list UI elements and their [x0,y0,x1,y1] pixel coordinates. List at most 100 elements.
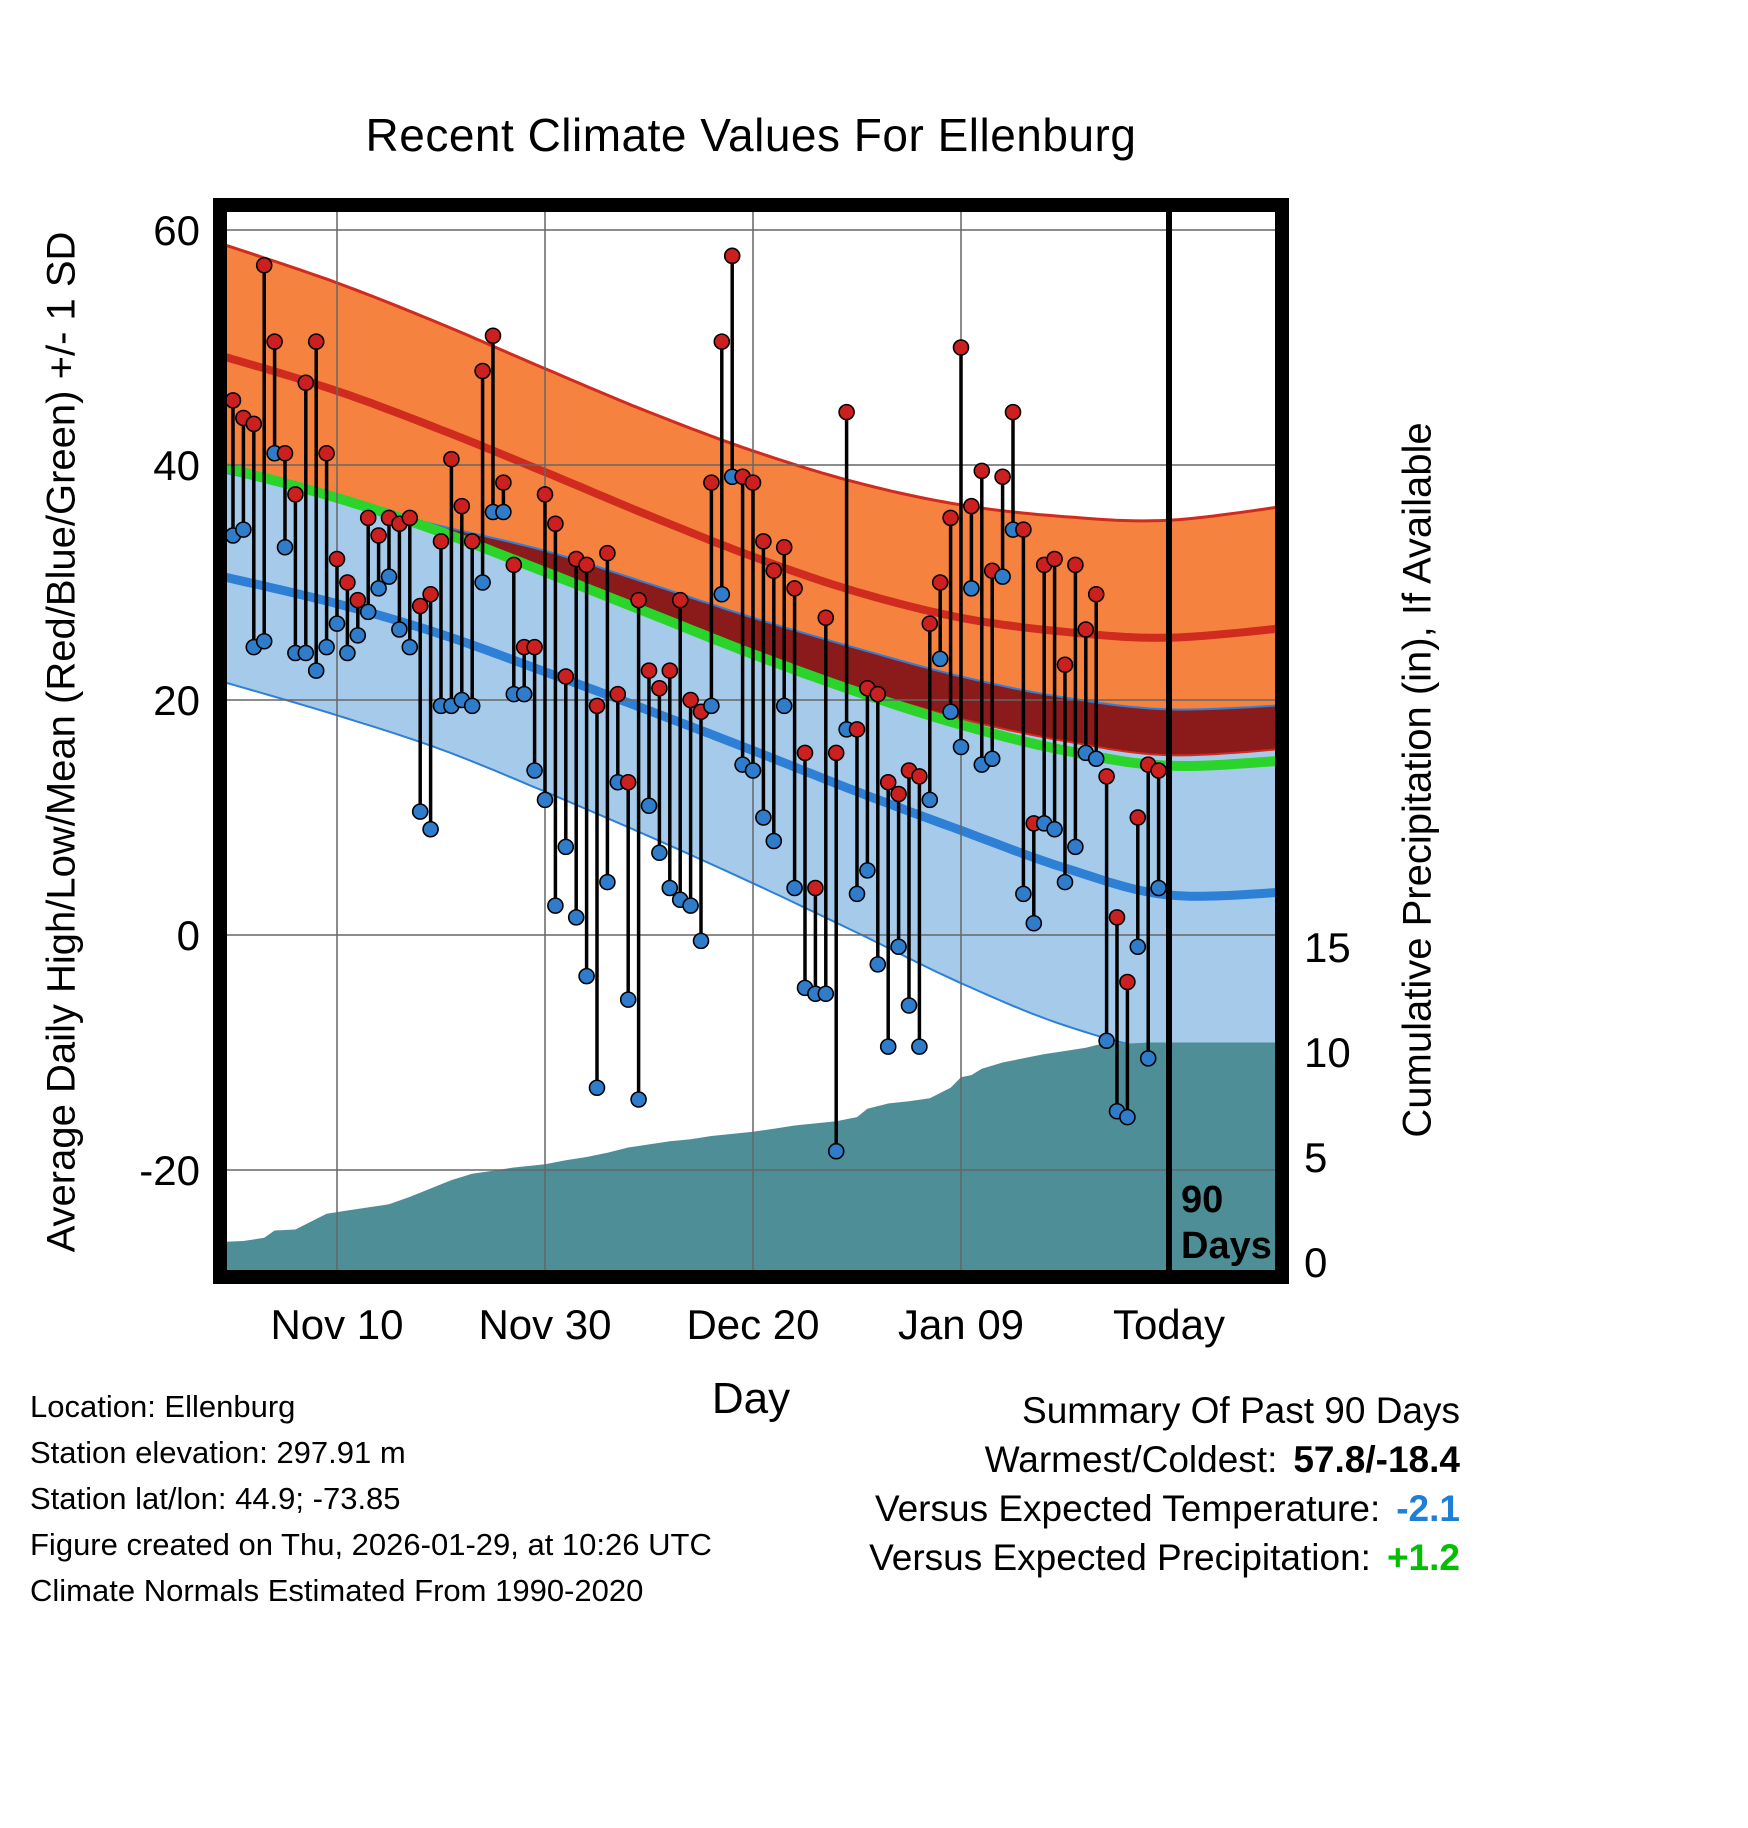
daily-low-dot [1025,914,1043,932]
daily-high-dot [765,562,783,580]
daily-low-dot [630,1091,647,1108]
right-tick-label: 5 [1304,1134,1327,1181]
daily-high-dot [848,721,866,738]
daily-high-dot [547,515,564,533]
daily-high-dot [703,474,720,491]
right-tick-label: 15 [1304,924,1351,971]
daily-high-dot [942,509,959,527]
high-band-top-edge [220,242,1282,523]
daily-low-dot [619,991,637,1008]
daily-low-dot [1119,1108,1136,1126]
daily-low-dot [339,644,356,662]
daily-high-dot [661,662,679,679]
daily-high-dot [786,580,803,597]
station-info: Location: Ellenburg Station elevation: 2… [30,1384,712,1614]
daily-low-dot [703,697,720,715]
daily-low-dot [921,791,939,809]
daily-high-dot [609,685,627,703]
daily-high-dot [505,556,523,574]
daily-low-dot [391,621,408,638]
daily-low-dot [890,938,907,956]
daily-high-dot [266,333,283,350]
daily-high-dot [1056,656,1074,674]
left-tick-label: 20 [153,677,200,724]
daily-low-dot [463,697,481,715]
daily-low-dot [567,909,585,926]
daily-low-dot [599,873,616,891]
daily-high-dot [973,462,991,480]
daily-low-dot [651,844,668,862]
daily-high-dot [682,691,699,709]
summary-label: Versus Expected Temperature: [874,1488,1381,1529]
summary-label: Versus Expected Precipitation: [869,1537,1371,1578]
daily-low-dot [276,538,294,556]
daily-low-dot [661,879,679,897]
daily-high-dot [328,550,346,568]
daily-low-dot [318,638,335,656]
summary-label: Warmest/Coldest: [984,1439,1278,1480]
left-tick-label: 40 [153,442,200,489]
x-axis-label: Day [711,1374,791,1423]
daily-low-dot [578,967,595,985]
daily-low-dot [547,897,564,914]
daily-high-dot [557,668,575,685]
daily-high-dot [817,609,835,627]
daily-low-dot [931,650,949,668]
daily-high-dot [890,785,907,803]
daily-low-dot [370,580,387,597]
summary-row-warmest: Warmest/Coldest: 57.8/-18.4 [760,1435,1460,1484]
daily-low-dot [692,932,710,950]
daily-high-dot [952,339,970,356]
summary-row-precip-delta: Versus Expected Precipitation: +1.2 [760,1533,1460,1582]
daily-high-dot [495,474,512,491]
daily-low-dot [297,644,315,662]
daily-low-dot [879,1038,897,1055]
daily-high-dot [422,585,439,603]
daily-low-dot [1046,820,1063,838]
daily-high-dot [921,615,939,632]
daily-high-dot [640,662,658,679]
daily-low-dot [411,803,429,820]
daily-high-dot [838,403,855,421]
daily-high-dot [484,327,502,345]
daily-high-dot [453,497,471,515]
daily-low-dot [495,503,512,521]
summary-value-warmest-coldest: 57.8/-18.4 [1293,1439,1460,1480]
daily-low-dot [307,662,325,679]
band-overlap [406,517,1282,756]
daily-high-dot [411,597,429,615]
daily-high-dot [807,879,824,897]
daily-high-dot [1046,550,1063,568]
cumulative-precip-area [220,1042,1282,1277]
daily-high-dot [713,333,731,350]
ninety-days-label-line2: Days [1181,1225,1272,1267]
daily-low-dot [380,568,398,585]
x-tick-label: Nov 30 [478,1301,611,1348]
daily-high-dot [526,638,543,656]
daily-high-dot [869,685,887,703]
daily-low-dot [827,1142,845,1160]
normals-note: Climate Normals Estimated From 1990-2020 [30,1573,644,1608]
daily-high-dot [474,362,491,380]
chart-title: Recent Climate Values For Ellenburg [365,109,1137,161]
daily-low-dot [1150,879,1167,897]
right-tick-label: 0 [1304,1239,1327,1286]
plot-frame [213,198,1289,1284]
daily-low-dot [349,627,367,644]
daily-high-dot [1004,403,1022,421]
daily-low-dot [1129,938,1147,956]
daily-low-dot [869,956,887,973]
daily-low-dot [1098,1032,1115,1050]
daily-high-dot [671,591,689,609]
left-tick-label: -20 [139,1147,200,1194]
daily-high-dot [432,533,450,550]
summary-block: Summary Of Past 90 Days Warmest/Coldest:… [760,1386,1460,1582]
x-tick-label: Jan 09 [898,1301,1024,1348]
daily-high-dot [463,533,481,550]
daily-high-dot [931,574,949,591]
daily-high-dot [588,697,606,715]
daily-high-dot [1150,762,1167,779]
daily-low-dot [255,632,273,650]
daily-low-dot [983,750,1001,768]
